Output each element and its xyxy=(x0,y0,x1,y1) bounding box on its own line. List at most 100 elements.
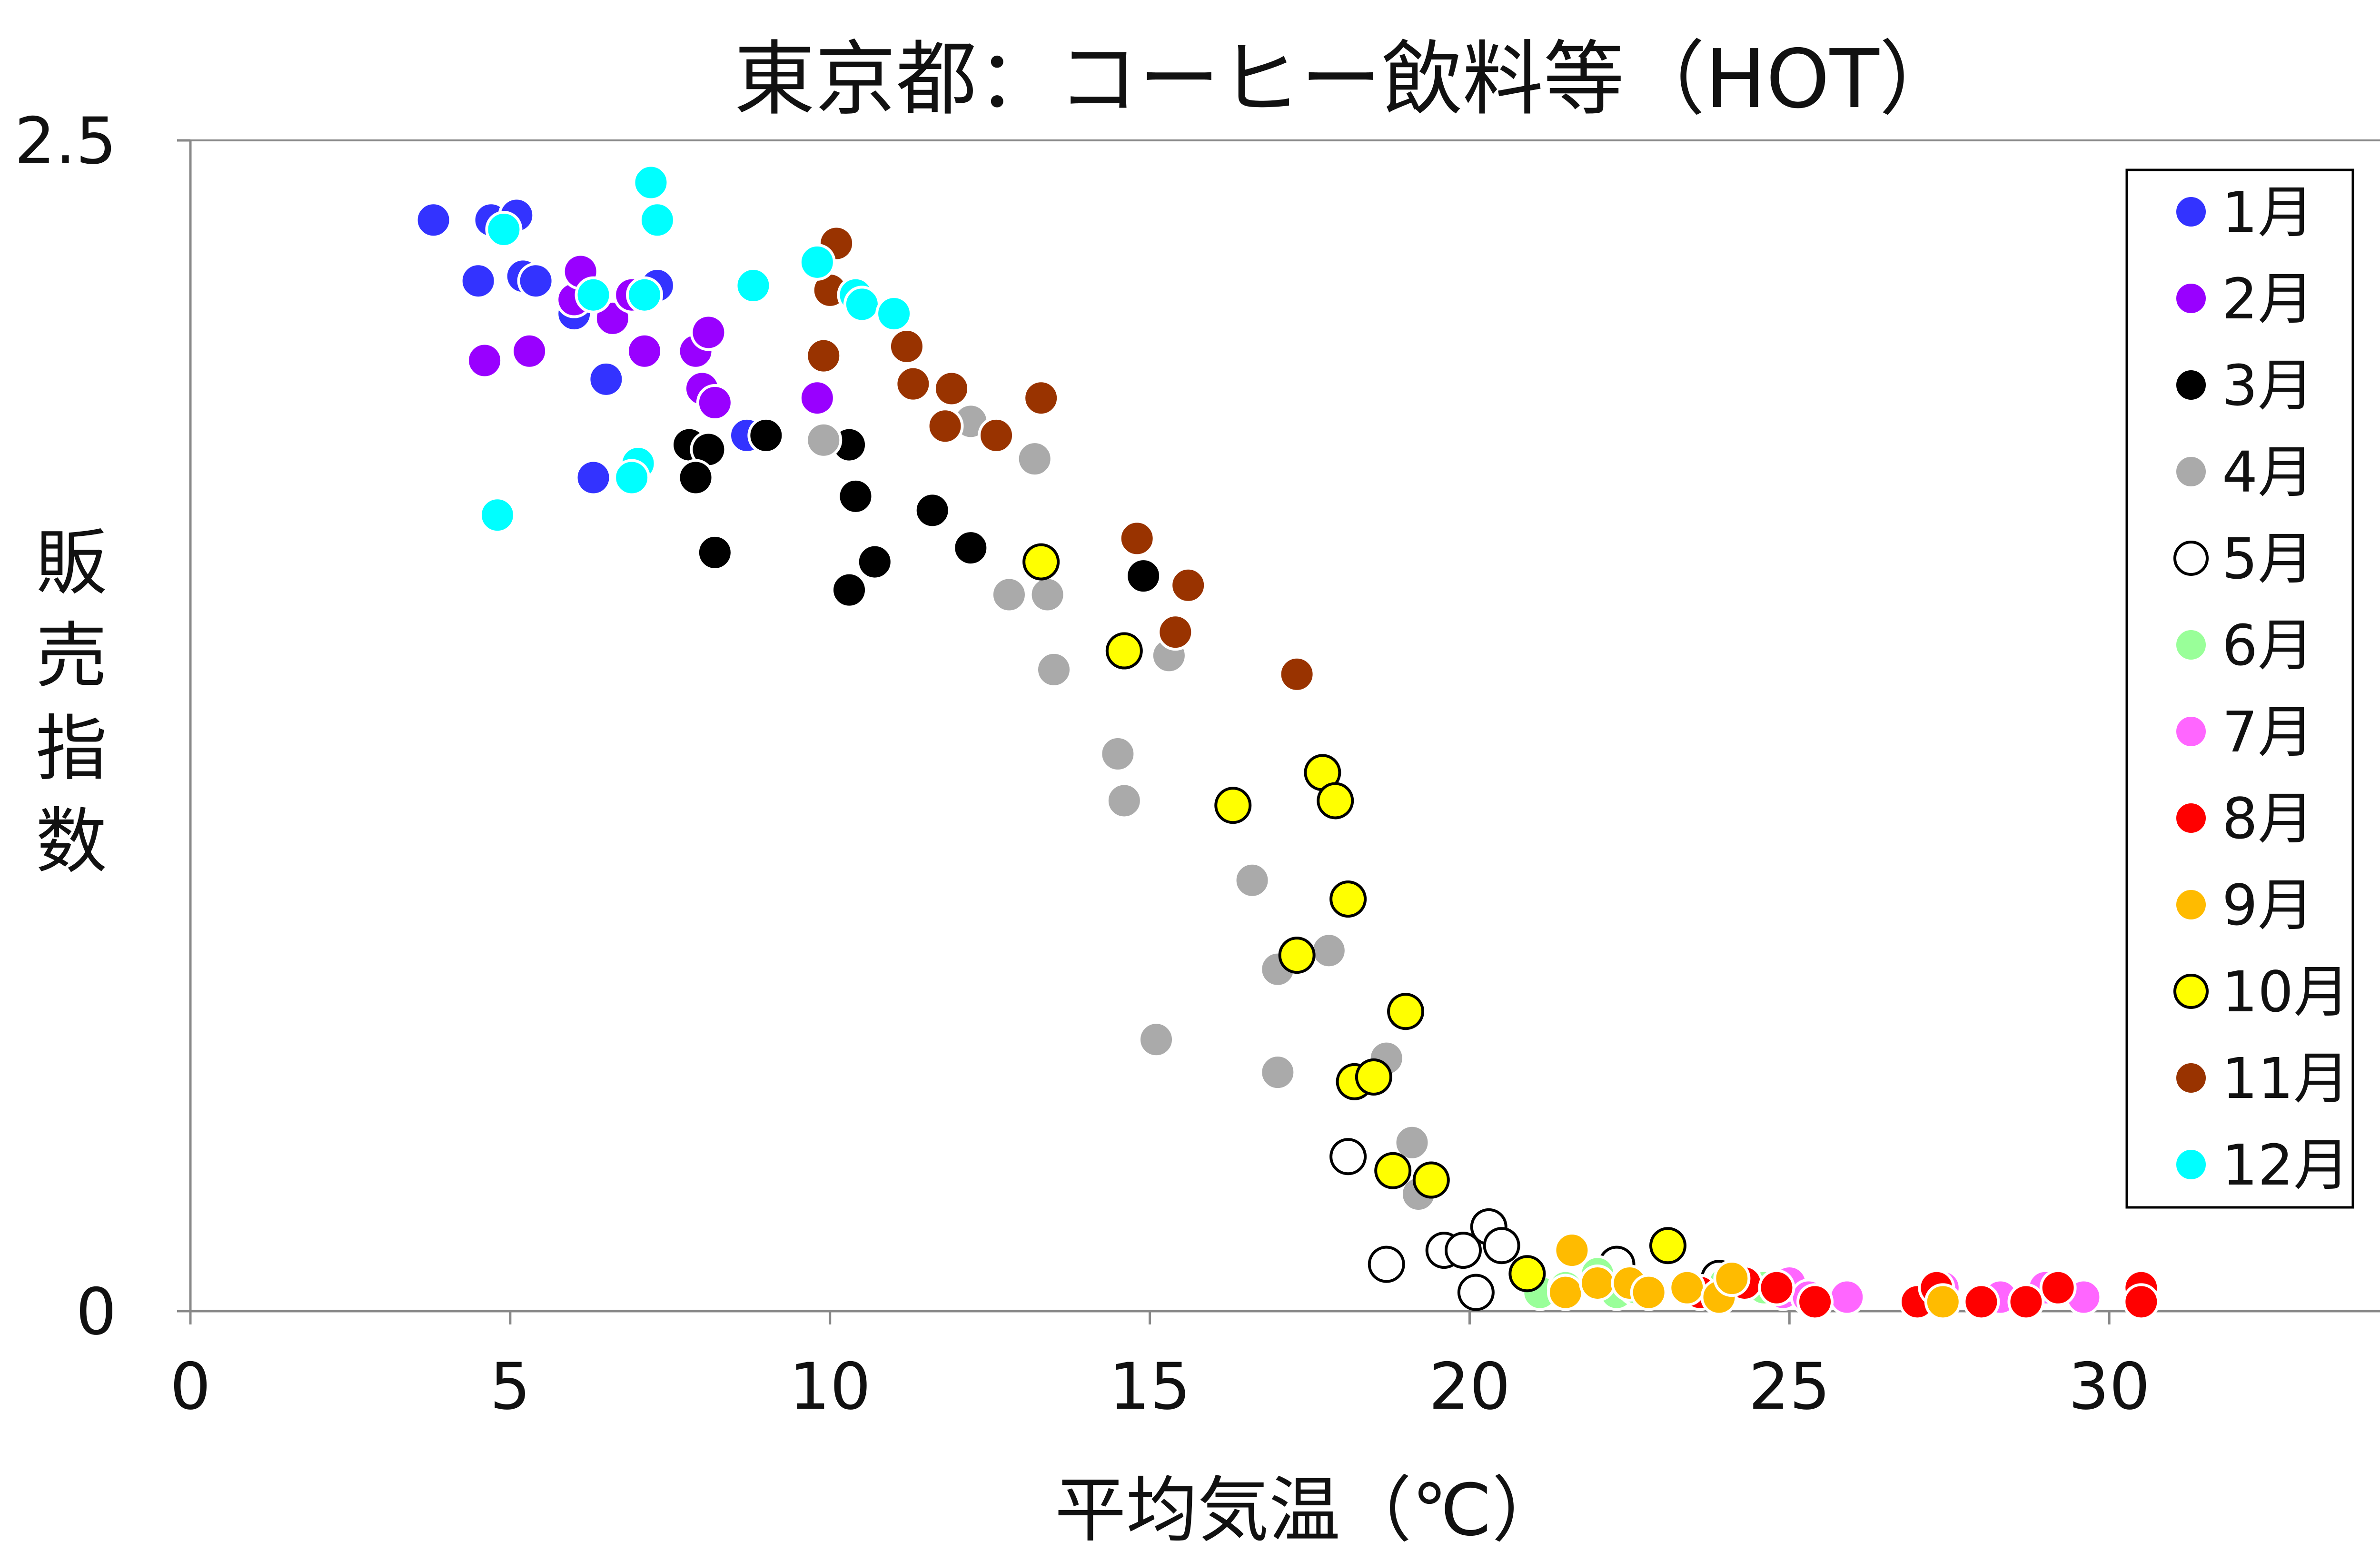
point-series-3 xyxy=(831,571,868,609)
legend-label: 1月 xyxy=(2222,179,2314,245)
point-series-7 xyxy=(1828,1278,1866,1316)
point-series-10 xyxy=(1214,787,1252,824)
point-series-11 xyxy=(894,365,932,403)
axes xyxy=(189,139,2380,1313)
legend-label: 8月 xyxy=(2222,786,2314,851)
legend-marker xyxy=(2173,194,2209,229)
point-series-4 xyxy=(1099,735,1137,773)
legend-label: 5月 xyxy=(2222,526,2314,592)
point-series-11 xyxy=(926,407,964,445)
point-series-3 xyxy=(696,534,734,571)
point-series-12 xyxy=(478,496,516,534)
point-series-4 xyxy=(805,421,843,459)
point-series-12 xyxy=(632,164,670,201)
point-series-4 xyxy=(1138,1021,1175,1058)
y-tick-label: 2.5 xyxy=(14,104,117,178)
point-series-2 xyxy=(466,342,504,379)
point-series-3 xyxy=(837,477,874,515)
legend-marker xyxy=(2173,367,2209,403)
point-series-11 xyxy=(1118,520,1156,557)
point-series-10 xyxy=(1412,1161,1450,1199)
point-series-4 xyxy=(1105,782,1143,820)
legend-label: 11月 xyxy=(2222,1046,2350,1111)
data-points xyxy=(415,164,2160,1321)
x-tick-label: 0 xyxy=(170,1349,211,1424)
legend-marker xyxy=(2173,800,2209,836)
point-series-3 xyxy=(913,492,951,529)
point-series-3 xyxy=(856,543,893,581)
point-series-3 xyxy=(677,459,714,496)
x-tick-label: 30 xyxy=(2068,1349,2150,1424)
point-series-11 xyxy=(1170,566,1207,604)
point-series-2 xyxy=(690,314,727,351)
legend-marker xyxy=(2173,541,2209,576)
point-series-2 xyxy=(511,332,548,370)
legend-marker xyxy=(2173,281,2209,316)
point-series-3 xyxy=(1125,557,1162,595)
point-series-8 xyxy=(2039,1269,2077,1306)
point-series-11 xyxy=(888,327,925,365)
point-series-11 xyxy=(1278,655,1316,693)
point-series-1 xyxy=(517,262,555,300)
legend-marker xyxy=(2173,1147,2209,1182)
legend-label: 6月 xyxy=(2222,613,2314,678)
point-series-11 xyxy=(1157,613,1194,651)
point-series-9 xyxy=(1553,1232,1591,1269)
x-tick-label: 20 xyxy=(1429,1349,1511,1424)
point-series-4 xyxy=(1029,576,1066,613)
point-series-2 xyxy=(626,332,664,370)
point-series-5 xyxy=(1368,1245,1405,1283)
point-series-10 xyxy=(1022,543,1060,581)
point-series-12 xyxy=(626,276,664,314)
y-axis-label: 販売指数 xyxy=(36,522,107,883)
legend-label: 9月 xyxy=(2222,872,2314,938)
point-series-10 xyxy=(1329,880,1367,918)
point-series-12 xyxy=(613,459,651,496)
point-series-1 xyxy=(459,262,497,300)
point-series-8 xyxy=(1758,1269,1795,1306)
point-series-12 xyxy=(485,210,523,248)
legend-marker xyxy=(2173,714,2209,749)
point-series-12 xyxy=(638,201,676,239)
point-series-4 xyxy=(1259,1054,1297,1091)
point-series-9 xyxy=(1924,1283,1962,1321)
legend-label: 4月 xyxy=(2222,439,2314,505)
x-tick-label: 15 xyxy=(1109,1349,1191,1424)
point-series-10 xyxy=(1355,1058,1392,1096)
point-series-4 xyxy=(1035,651,1073,688)
point-series-4 xyxy=(1233,861,1271,899)
point-series-2 xyxy=(798,379,836,417)
point-series-9 xyxy=(1668,1269,1706,1306)
point-series-12 xyxy=(575,276,612,314)
point-series-8 xyxy=(1796,1283,1834,1321)
legend-label: 3月 xyxy=(2222,353,2314,418)
legend-marker xyxy=(2173,454,2209,489)
x-tick-label: 5 xyxy=(490,1349,531,1424)
legend-label: 10月 xyxy=(2222,959,2350,1025)
legend-marker xyxy=(2173,627,2209,662)
point-series-12 xyxy=(798,243,836,281)
y-tick-label: 0 xyxy=(76,1274,117,1349)
point-series-3 xyxy=(747,416,785,454)
point-series-11 xyxy=(978,416,1015,454)
point-series-12 xyxy=(734,267,772,305)
legend-marker xyxy=(2173,1060,2209,1096)
point-series-1 xyxy=(587,360,625,398)
x-tick-labels: 05101520253035 xyxy=(170,1311,2150,1424)
point-series-4 xyxy=(1393,1124,1431,1161)
point-series-8 xyxy=(1963,1283,2000,1321)
point-series-5 xyxy=(1329,1138,1367,1176)
legend-marker xyxy=(2173,887,2209,922)
x-axis-label: 平均気温（℃） xyxy=(1055,1469,1563,1552)
x-tick-label: 25 xyxy=(1748,1349,1830,1424)
point-series-12 xyxy=(875,295,913,333)
point-series-11 xyxy=(805,337,843,375)
legend-label: 12月 xyxy=(2222,1132,2350,1198)
x-tick-label: 10 xyxy=(789,1349,871,1424)
point-series-1 xyxy=(575,459,612,496)
point-series-4 xyxy=(1016,440,1053,478)
point-series-10 xyxy=(1387,993,1425,1030)
point-series-1 xyxy=(415,201,452,239)
chart-title: 東京都：コーヒー飲料等（HOT） xyxy=(734,32,1960,127)
